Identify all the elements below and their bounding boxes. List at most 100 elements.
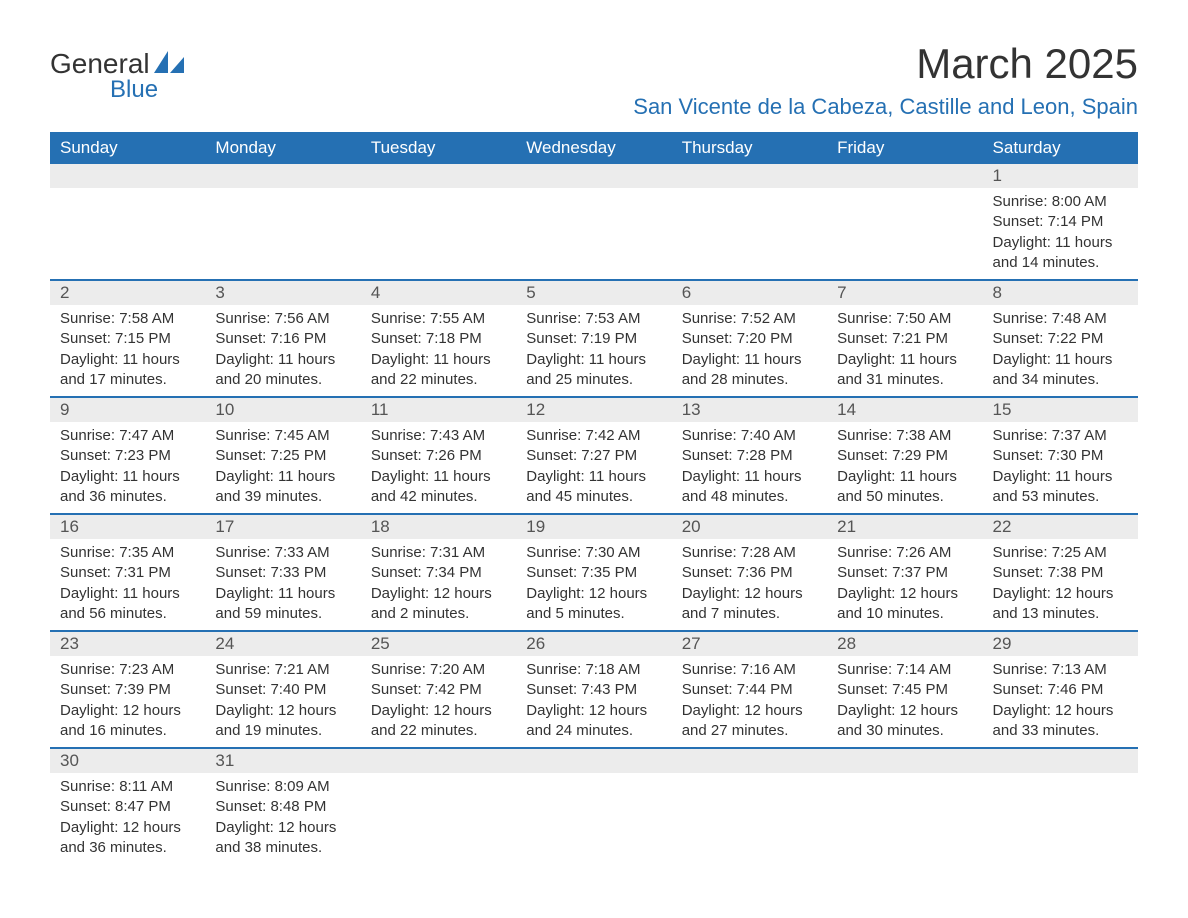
day-number-bar: 10 — [205, 396, 360, 422]
sunset-text: Sunset: 7:25 PM — [215, 446, 350, 466]
sunrise-text: Sunrise: 7:38 AM — [837, 426, 972, 446]
daylight-text-line1: Daylight: 11 hours — [682, 467, 817, 487]
sunset-text: Sunset: 7:27 PM — [526, 446, 661, 466]
day-number-bar: 19 — [516, 513, 671, 539]
calendar-week-row: 2Sunrise: 7:58 AMSunset: 7:15 PMDaylight… — [50, 279, 1138, 396]
calendar-day-cell: 23Sunrise: 7:23 AMSunset: 7:39 PMDayligh… — [50, 630, 205, 747]
daylight-text-line1: Daylight: 11 hours — [837, 467, 972, 487]
daylight-text-line1: Daylight: 12 hours — [993, 701, 1128, 721]
sunrise-text: Sunrise: 7:42 AM — [526, 426, 661, 446]
sunset-text: Sunset: 8:48 PM — [215, 797, 350, 817]
daylight-text-line2: and 17 minutes. — [60, 370, 195, 390]
day-number-bar: 13 — [672, 396, 827, 422]
daylight-text-line1: Daylight: 12 hours — [837, 584, 972, 604]
daylight-text-line2: and 28 minutes. — [682, 370, 817, 390]
daylight-text-line1: Daylight: 11 hours — [60, 350, 195, 370]
calendar-week-row: 9Sunrise: 7:47 AMSunset: 7:23 PMDaylight… — [50, 396, 1138, 513]
calendar-day-cell: 25Sunrise: 7:20 AMSunset: 7:42 PMDayligh… — [361, 630, 516, 747]
day-details: Sunrise: 7:18 AMSunset: 7:43 PMDaylight:… — [516, 656, 671, 747]
day-number-bar: 20 — [672, 513, 827, 539]
daylight-text-line2: and 16 minutes. — [60, 721, 195, 741]
daylight-text-line2: and 56 minutes. — [60, 604, 195, 624]
daylight-text-line1: Daylight: 12 hours — [526, 701, 661, 721]
calendar-day-cell: 3Sunrise: 7:56 AMSunset: 7:16 PMDaylight… — [205, 279, 360, 396]
sunrise-text: Sunrise: 7:25 AM — [993, 543, 1128, 563]
day-number-bar: 30 — [50, 747, 205, 773]
day-number-bar: 21 — [827, 513, 982, 539]
calendar-day-cell: 9Sunrise: 7:47 AMSunset: 7:23 PMDaylight… — [50, 396, 205, 513]
day-number-bar: 3 — [205, 279, 360, 305]
daylight-text-line2: and 59 minutes. — [215, 604, 350, 624]
daylight-text-line1: Daylight: 12 hours — [215, 818, 350, 838]
day-details: Sunrise: 7:50 AMSunset: 7:21 PMDaylight:… — [827, 305, 982, 396]
sunrise-text: Sunrise: 7:28 AM — [682, 543, 817, 563]
day-details: Sunrise: 7:52 AMSunset: 7:20 PMDaylight:… — [672, 305, 827, 396]
daylight-text-line2: and 30 minutes. — [837, 721, 972, 741]
day-details: Sunrise: 7:43 AMSunset: 7:26 PMDaylight:… — [361, 422, 516, 513]
title-block: March 2025 San Vicente de la Cabeza, Cas… — [633, 40, 1138, 120]
daylight-text-line2: and 36 minutes. — [60, 838, 195, 858]
calendar-day-cell: 4Sunrise: 7:55 AMSunset: 7:18 PMDaylight… — [361, 279, 516, 396]
day-details: Sunrise: 7:14 AMSunset: 7:45 PMDaylight:… — [827, 656, 982, 747]
daylight-text-line1: Daylight: 11 hours — [371, 350, 506, 370]
sunset-text: Sunset: 7:45 PM — [837, 680, 972, 700]
daylight-text-line1: Daylight: 12 hours — [993, 584, 1128, 604]
calendar-day-cell — [361, 164, 516, 279]
sunrise-text: Sunrise: 7:50 AM — [837, 309, 972, 329]
calendar-day-cell — [516, 164, 671, 279]
day-number-bar: 6 — [672, 279, 827, 305]
sunrise-text: Sunrise: 8:09 AM — [215, 777, 350, 797]
daylight-text-line1: Daylight: 11 hours — [215, 350, 350, 370]
sunset-text: Sunset: 7:35 PM — [526, 563, 661, 583]
sunset-text: Sunset: 7:43 PM — [526, 680, 661, 700]
day-number-bar: 1 — [983, 164, 1138, 188]
calendar-day-cell: 7Sunrise: 7:50 AMSunset: 7:21 PMDaylight… — [827, 279, 982, 396]
sunrise-text: Sunrise: 7:18 AM — [526, 660, 661, 680]
calendar-day-cell — [361, 747, 516, 864]
daylight-text-line2: and 31 minutes. — [837, 370, 972, 390]
daylight-text-line2: and 7 minutes. — [682, 604, 817, 624]
sunrise-text: Sunrise: 7:45 AM — [215, 426, 350, 446]
daylight-text-line1: Daylight: 11 hours — [837, 350, 972, 370]
daylight-text-line1: Daylight: 11 hours — [993, 467, 1128, 487]
month-title: March 2025 — [633, 40, 1138, 88]
day-number-bar: 18 — [361, 513, 516, 539]
day-details: Sunrise: 7:42 AMSunset: 7:27 PMDaylight:… — [516, 422, 671, 513]
sunset-text: Sunset: 7:19 PM — [526, 329, 661, 349]
sunrise-text: Sunrise: 8:00 AM — [993, 192, 1128, 212]
calendar-day-cell: 8Sunrise: 7:48 AMSunset: 7:22 PMDaylight… — [983, 279, 1138, 396]
day-details: Sunrise: 7:37 AMSunset: 7:30 PMDaylight:… — [983, 422, 1138, 513]
daylight-text-line1: Daylight: 12 hours — [837, 701, 972, 721]
sunrise-text: Sunrise: 7:20 AM — [371, 660, 506, 680]
calendar-day-cell — [827, 164, 982, 279]
day-number-bar: 16 — [50, 513, 205, 539]
sunrise-text: Sunrise: 7:31 AM — [371, 543, 506, 563]
weekday-header: Thursday — [672, 132, 827, 164]
day-number-bar — [827, 747, 982, 773]
weekday-header: Tuesday — [361, 132, 516, 164]
calendar-day-cell — [827, 747, 982, 864]
day-number-bar — [516, 747, 671, 773]
calendar-day-cell: 16Sunrise: 7:35 AMSunset: 7:31 PMDayligh… — [50, 513, 205, 630]
location-subtitle: San Vicente de la Cabeza, Castille and L… — [633, 94, 1138, 120]
daylight-text-line1: Daylight: 11 hours — [526, 467, 661, 487]
day-number-bar: 24 — [205, 630, 360, 656]
sunset-text: Sunset: 7:40 PM — [215, 680, 350, 700]
weekday-header: Monday — [205, 132, 360, 164]
daylight-text-line1: Daylight: 12 hours — [215, 701, 350, 721]
sunrise-text: Sunrise: 7:47 AM — [60, 426, 195, 446]
sunset-text: Sunset: 7:22 PM — [993, 329, 1128, 349]
day-details: Sunrise: 7:45 AMSunset: 7:25 PMDaylight:… — [205, 422, 360, 513]
calendar-day-cell: 11Sunrise: 7:43 AMSunset: 7:26 PMDayligh… — [361, 396, 516, 513]
daylight-text-line1: Daylight: 12 hours — [60, 818, 195, 838]
sunset-text: Sunset: 7:33 PM — [215, 563, 350, 583]
daylight-text-line1: Daylight: 11 hours — [682, 350, 817, 370]
daylight-text-line2: and 19 minutes. — [215, 721, 350, 741]
calendar-day-cell — [672, 164, 827, 279]
sunset-text: Sunset: 7:46 PM — [993, 680, 1128, 700]
sunset-text: Sunset: 7:39 PM — [60, 680, 195, 700]
daylight-text-line2: and 38 minutes. — [215, 838, 350, 858]
daylight-text-line1: Daylight: 12 hours — [682, 584, 817, 604]
sunset-text: Sunset: 7:38 PM — [993, 563, 1128, 583]
daylight-text-line2: and 27 minutes. — [682, 721, 817, 741]
